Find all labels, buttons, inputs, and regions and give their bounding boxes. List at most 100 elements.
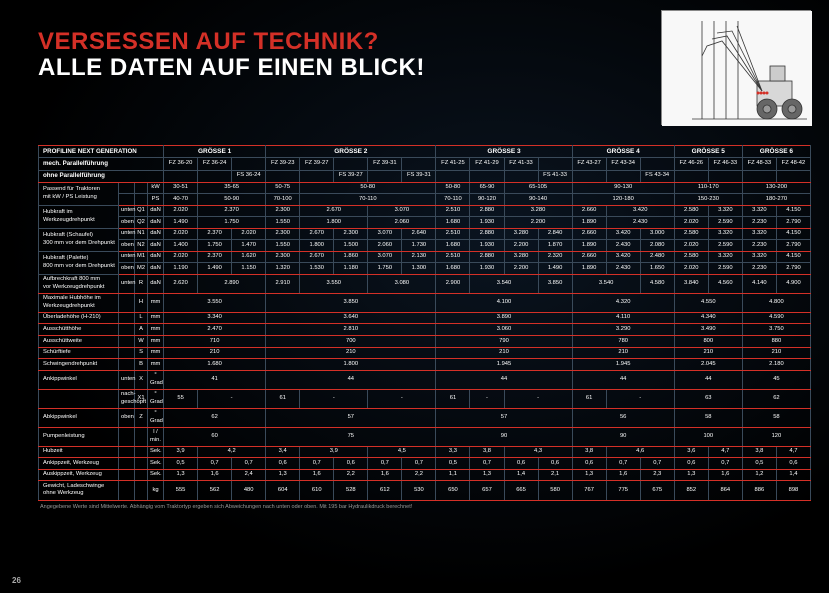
val: 4,5 — [368, 446, 436, 458]
model-mit: FZ 36-20 — [164, 158, 198, 170]
unit-col: L — [135, 312, 148, 324]
model-mit: FZ 43-27 — [572, 158, 606, 170]
unit: daN — [148, 205, 164, 217]
unit: daN — [148, 263, 164, 275]
val: 3.320 — [708, 205, 742, 217]
model-ohne: FS 43-34 — [640, 170, 674, 182]
val: 44 — [436, 370, 572, 389]
val: 0,7 — [232, 458, 266, 470]
val: 0,6 — [538, 458, 572, 470]
val: 2.510 — [436, 205, 470, 217]
val: 50-90 — [198, 194, 266, 206]
val: 3.550 — [164, 293, 266, 312]
val: 3.000 — [640, 228, 674, 240]
val: 1.400 — [164, 240, 198, 252]
unit-col — [135, 427, 148, 446]
val: 3.420 — [606, 228, 640, 240]
sub-label: unten — [119, 370, 135, 389]
val: 1,3 — [674, 469, 708, 481]
sub-label: unten — [119, 274, 135, 293]
row-label: Abkippwinkel — [39, 408, 119, 427]
unit-col — [135, 458, 148, 470]
row-label: Gewicht, Ladeschwingeohne Werkzeug — [39, 481, 119, 500]
model-mit: FZ 48-42 — [776, 158, 810, 170]
unit-col — [135, 481, 148, 500]
val: 1.930 — [470, 217, 504, 229]
val: - — [504, 389, 572, 408]
val: 1.945 — [572, 359, 674, 371]
technical-diagram — [661, 10, 811, 125]
val: 2.020 — [674, 240, 708, 252]
val: 2.640 — [402, 228, 436, 240]
val: 3.070 — [368, 251, 402, 263]
model-mit — [402, 158, 436, 170]
val: 2.790 — [776, 240, 810, 252]
unit-col: N1 — [135, 228, 148, 240]
unit-col — [135, 182, 148, 194]
unit: mm — [148, 293, 164, 312]
val: 1.750 — [198, 217, 266, 229]
val: 2,2 — [334, 469, 368, 481]
sub-label — [119, 293, 135, 312]
model-ohne: FS 39-31 — [402, 170, 436, 182]
group-header: GRÖSSE 6 — [742, 146, 810, 158]
row-label: Ausschüttweite — [39, 336, 119, 348]
val: 0,7 — [606, 458, 640, 470]
val: 0,6 — [674, 458, 708, 470]
val: 70-110 — [436, 194, 470, 206]
sub-label: unten — [119, 251, 135, 263]
model-mit — [334, 158, 368, 170]
model-ohne — [436, 170, 470, 182]
unit: daN — [148, 217, 164, 229]
val: 62 — [742, 389, 810, 408]
val: 2.370 — [198, 251, 232, 263]
val: 90-140 — [504, 194, 572, 206]
val: 2.840 — [538, 228, 572, 240]
val: 528 — [334, 481, 368, 500]
val: 70-100 — [266, 194, 300, 206]
model-ohne — [606, 170, 640, 182]
model-ohne — [674, 170, 708, 182]
val: 2.060 — [368, 217, 436, 229]
unit-col: R — [135, 274, 148, 293]
row-label: Pumpenleistung — [39, 427, 119, 446]
val: 4.900 — [776, 274, 810, 293]
val: 0,7 — [368, 458, 402, 470]
unit-col: A — [135, 324, 148, 336]
model-mit — [640, 158, 674, 170]
row-label: Auskippzeit, Werkzeug — [39, 469, 119, 481]
row-label: Hubkraft (Schaufel)300 mm vor dem Drehpu… — [39, 228, 119, 251]
val: 0,7 — [300, 458, 334, 470]
val: - — [470, 389, 504, 408]
val: 1.800 — [300, 217, 368, 229]
val: 0,7 — [198, 458, 232, 470]
unit: mm — [148, 347, 164, 359]
val: 2.790 — [776, 263, 810, 275]
page-number: 26 — [12, 576, 21, 585]
val: 2,4 — [232, 469, 266, 481]
val: 1.890 — [572, 263, 606, 275]
val: 2.230 — [742, 240, 776, 252]
val: 44 — [266, 370, 436, 389]
val: 2.370 — [198, 228, 232, 240]
val: 2.020 — [674, 263, 708, 275]
val: 864 — [708, 481, 742, 500]
val: 40-70 — [164, 194, 198, 206]
val: 790 — [436, 336, 572, 348]
val: 0,7 — [470, 458, 504, 470]
val: 2.230 — [742, 263, 776, 275]
val: 4.150 — [776, 228, 810, 240]
val: 4.550 — [674, 293, 742, 312]
model-ohne — [198, 170, 232, 182]
spec-table: PROFILINE NEXT GENERATIONGRÖSSE 1GRÖSSE … — [38, 145, 811, 501]
model-ohne — [742, 170, 776, 182]
val: 0,6 — [504, 458, 538, 470]
unit-col: Q2 — [135, 217, 148, 229]
val: 4,7 — [776, 446, 810, 458]
group-header: GRÖSSE 1 — [164, 146, 266, 158]
val: 55 — [164, 389, 198, 408]
unit: PS — [148, 194, 164, 206]
val: 2.060 — [368, 240, 402, 252]
val: 100 — [674, 427, 742, 446]
val: 2,1 — [538, 469, 572, 481]
